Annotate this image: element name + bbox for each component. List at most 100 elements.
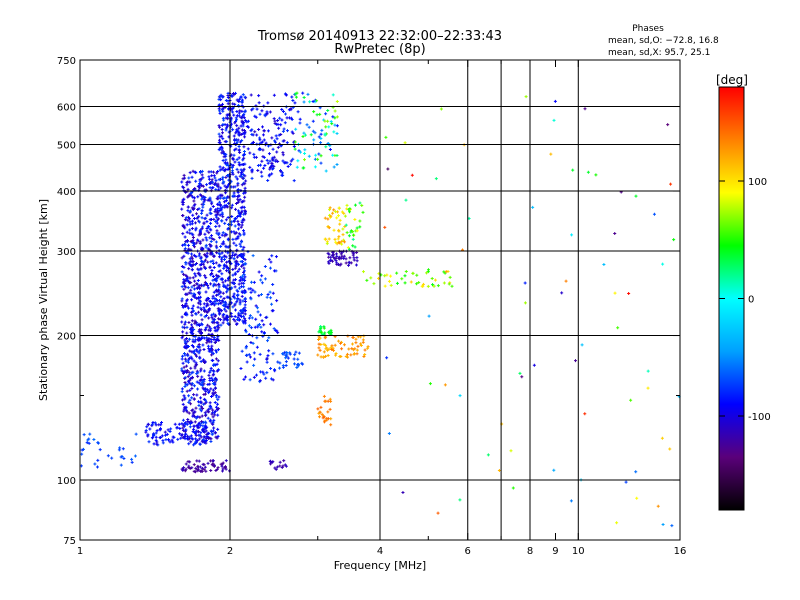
data-point xyxy=(315,113,319,117)
data-point xyxy=(209,207,213,211)
data-point xyxy=(194,433,198,437)
data-point xyxy=(201,176,205,180)
data-point xyxy=(257,101,261,105)
data-point xyxy=(200,263,204,267)
data-point xyxy=(222,118,226,122)
data-point xyxy=(258,313,262,317)
data-point xyxy=(233,272,237,276)
data-point xyxy=(426,284,430,288)
data-point xyxy=(144,430,148,434)
data-point xyxy=(564,279,568,283)
data-point xyxy=(409,280,413,284)
data-point xyxy=(189,310,193,314)
data-point xyxy=(209,459,213,463)
data-point xyxy=(151,421,155,425)
data-point xyxy=(202,397,206,401)
data-point xyxy=(284,360,288,364)
data-point xyxy=(233,160,237,164)
data-point xyxy=(351,253,355,257)
data-point xyxy=(211,393,215,397)
data-point xyxy=(251,140,255,144)
data-point xyxy=(92,438,96,442)
data-point xyxy=(448,275,452,279)
data-point xyxy=(237,156,241,160)
data-point xyxy=(319,331,323,335)
data-point xyxy=(145,425,149,429)
data-point xyxy=(180,207,184,211)
data-point xyxy=(208,370,212,374)
data-point xyxy=(250,108,254,112)
data-point xyxy=(198,355,202,359)
data-point xyxy=(217,285,221,289)
data-point xyxy=(294,127,298,131)
data-point xyxy=(193,414,197,418)
data-point xyxy=(280,107,284,111)
data-point xyxy=(222,200,226,204)
data-point xyxy=(231,237,235,241)
data-point xyxy=(288,352,292,356)
data-point xyxy=(332,208,336,212)
data-point xyxy=(278,464,282,468)
data-point xyxy=(196,216,200,220)
data-point xyxy=(195,323,199,327)
data-point xyxy=(294,350,298,354)
data-point xyxy=(198,170,202,174)
data-point xyxy=(317,152,321,156)
data-point xyxy=(395,271,399,275)
data-point xyxy=(627,292,631,296)
data-point xyxy=(520,375,524,379)
data-point xyxy=(192,283,196,287)
y-tick-label: 200 xyxy=(57,332,76,343)
data-point xyxy=(208,244,212,248)
data-point xyxy=(272,93,276,97)
data-point xyxy=(186,360,190,364)
data-point xyxy=(232,220,236,224)
data-point xyxy=(190,323,194,327)
data-point xyxy=(206,338,210,342)
data-point xyxy=(268,159,272,163)
data-point xyxy=(209,347,213,351)
data-point xyxy=(230,314,234,318)
data-point xyxy=(359,343,363,347)
data-point xyxy=(270,167,274,171)
data-point xyxy=(268,266,272,270)
data-point xyxy=(182,173,186,177)
data-point xyxy=(106,454,110,458)
data-point xyxy=(160,434,164,438)
data-point xyxy=(214,386,218,390)
data-point xyxy=(331,153,335,157)
data-point xyxy=(220,233,224,237)
data-point xyxy=(218,111,222,115)
data-point xyxy=(549,152,553,156)
data-point xyxy=(191,408,195,412)
data-point xyxy=(251,254,255,258)
data-point xyxy=(223,169,227,173)
data-point xyxy=(258,379,262,383)
data-point xyxy=(187,291,191,295)
data-point xyxy=(242,309,246,313)
data-point xyxy=(220,277,224,281)
data-point xyxy=(634,470,638,474)
data-point xyxy=(197,468,201,472)
data-point xyxy=(216,413,220,417)
data-point xyxy=(225,295,229,299)
data-point xyxy=(666,123,670,127)
data-point xyxy=(327,237,331,241)
data-point xyxy=(259,170,263,174)
data-point xyxy=(247,316,251,320)
data-point xyxy=(212,238,216,242)
data-point xyxy=(240,139,244,143)
data-point xyxy=(351,237,355,241)
data-point xyxy=(668,447,672,451)
data-point xyxy=(226,216,230,220)
data-point xyxy=(333,237,337,241)
data-point xyxy=(190,219,194,223)
data-point xyxy=(170,438,174,442)
data-point xyxy=(230,220,234,224)
data-point xyxy=(198,465,202,469)
data-point xyxy=(240,281,244,285)
data-point xyxy=(355,348,359,352)
data-point xyxy=(363,353,367,357)
data-point xyxy=(344,261,348,265)
data-point xyxy=(335,154,339,158)
